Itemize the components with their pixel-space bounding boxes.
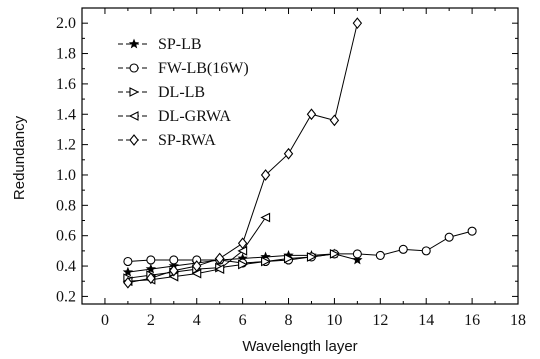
series-sp-rwa (123, 17, 363, 289)
y-tick-label: 0.2 (56, 288, 76, 305)
x-tick-label: 4 (193, 312, 201, 329)
series-dl-lb (123, 249, 340, 284)
data-point-dl-grwa (260, 212, 271, 223)
data-point-sp-rwa (283, 147, 294, 160)
legend-marker (129, 87, 140, 97)
x-tick-label: 6 (239, 312, 247, 329)
y-tick-label: 1.4 (56, 106, 76, 123)
data-point-sp-lb (352, 254, 363, 265)
legend: SP-LB FW-LB(16W) DL-LB DL-GRWA SP-RWA (118, 36, 249, 149)
data-point-sp-lb (122, 266, 134, 277)
x-tick-label: 16 (464, 312, 480, 329)
data-point-sp-rwa (214, 252, 225, 265)
legend-item-dl-lb: DL-LB (118, 84, 205, 101)
legend-label: DL-GRWA (158, 108, 231, 125)
data-point-fw-lb-16w (398, 244, 408, 254)
data-point-fw-lb-16w (444, 232, 454, 242)
legend-marker (129, 63, 139, 73)
series-line-fw-lb-16w (127, 230, 473, 264)
y-tick-label: 0.4 (56, 258, 76, 275)
data-point-sp-rwa (146, 272, 156, 285)
legend-item-sp-rwa: SP-RWA (118, 132, 216, 149)
legend-item-sp-lb: SP-LB (118, 36, 202, 53)
data-point-dl-lb (306, 252, 317, 262)
data-point-dl-lb (261, 256, 271, 267)
x-tick-label: 8 (285, 312, 293, 329)
data-point-sp-rwa (352, 17, 363, 30)
y-tick-label: 0.8 (56, 197, 76, 214)
legend-item-fw-lb-16w: FW-LB(16W) (118, 60, 249, 77)
x-tick-label: 18 (510, 312, 526, 329)
data-point-sp-rwa (192, 260, 202, 272)
x-tick-label: 14 (418, 312, 434, 329)
y-tick-label: 1.2 (56, 137, 76, 154)
legend-item-dl-grwa: DL-GRWA (118, 108, 231, 125)
data-point-dl-grwa (214, 264, 225, 274)
y-tick-label: 2.0 (56, 15, 76, 32)
series-layer (122, 17, 477, 289)
y-tick-label: 1.0 (56, 167, 76, 184)
y-axis-title: Redundancy (11, 115, 28, 200)
data-point-fw-lb-16w (146, 255, 156, 265)
x-tick-label: 0 (101, 312, 109, 329)
data-point-sp-rwa (123, 276, 133, 289)
x-axis: 0 2 4 6 8 10 12 14 16 18 (81, 8, 526, 329)
data-point-fw-lb-16w (421, 246, 431, 256)
y-tick-label: 1.6 (56, 76, 76, 93)
legend-label: SP-RWA (158, 132, 216, 149)
legend-label: FW-LB(16W) (158, 60, 249, 77)
x-tick-label: 10 (326, 312, 342, 329)
y-axis: 0.2 0.4 0.6 0.8 1.0 1.2 1.4 1.6 1.8 2.0 (56, 15, 518, 305)
data-point-sp-rwa (329, 114, 340, 127)
data-point-sp-rwa (237, 237, 248, 250)
data-point-dl-lb (238, 259, 248, 270)
series-fw-lb-16w (123, 226, 477, 268)
data-point-sp-rwa (169, 264, 179, 277)
plot-border (81, 7, 519, 305)
data-point-sp-lb (145, 263, 156, 274)
legend-label: DL-LB (158, 84, 205, 101)
x-axis-title: Wavelength layer (242, 338, 357, 355)
plot-area (81, 7, 519, 305)
x-tick-label: 2 (147, 312, 155, 329)
data-point-dl-lb (329, 249, 340, 259)
y-tick-label: 1.8 (56, 46, 76, 63)
data-point-fw-lb-16w (123, 256, 133, 267)
series-line-dl-lb (127, 253, 335, 279)
legend-marker (128, 38, 140, 49)
legend-marker (128, 111, 139, 121)
series-dl-grwa (122, 212, 271, 287)
legend-marker (129, 134, 139, 146)
data-point-fw-lb-16w (375, 250, 385, 260)
data-point-sp-rwa (260, 169, 271, 181)
data-point-dl-lb (283, 253, 294, 264)
data-point-fw-lb-16w (467, 226, 477, 236)
x-tick-label: 12 (372, 312, 388, 329)
legend-label: SP-LB (158, 36, 202, 53)
data-point-sp-rwa (306, 108, 317, 121)
data-point-fw-lb-16w (352, 249, 362, 259)
y-tick-label: 0.6 (56, 228, 76, 245)
data-point-fw-lb-16w (169, 255, 179, 265)
